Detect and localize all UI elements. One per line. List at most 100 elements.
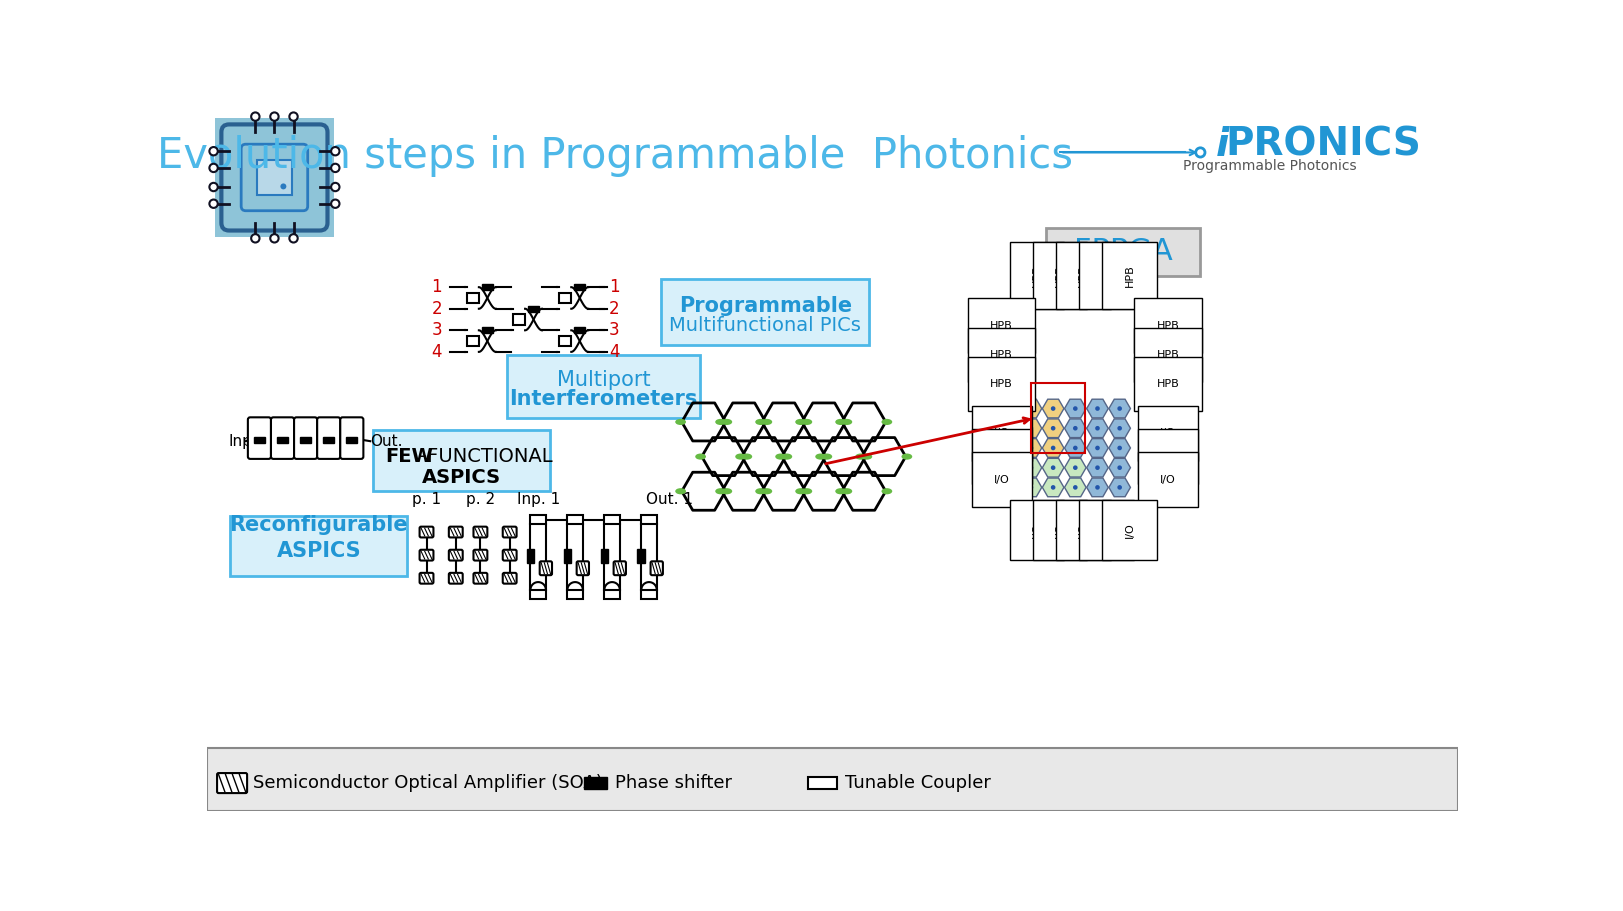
Bar [482, 284, 492, 291]
Polygon shape [1042, 438, 1063, 457]
Polygon shape [1065, 458, 1086, 477]
Text: Tunable Coupler: Tunable Coupler [844, 774, 990, 792]
FancyBboxPatch shape [419, 573, 433, 584]
FancyBboxPatch shape [539, 561, 552, 575]
Bar [558, 292, 571, 303]
Text: HPB: HPB [1156, 321, 1178, 331]
Polygon shape [1109, 399, 1130, 418]
Polygon shape [1109, 458, 1130, 477]
Circle shape [1073, 485, 1078, 490]
Circle shape [1027, 426, 1032, 431]
Circle shape [1027, 485, 1032, 490]
Ellipse shape [721, 419, 732, 425]
Bar [346, 436, 357, 443]
Circle shape [209, 200, 217, 208]
FancyBboxPatch shape [503, 549, 516, 560]
FancyBboxPatch shape [419, 549, 433, 560]
Bar [527, 306, 539, 312]
Circle shape [289, 234, 297, 242]
FancyBboxPatch shape [474, 527, 487, 537]
Polygon shape [1086, 399, 1107, 418]
Ellipse shape [860, 454, 872, 460]
Polygon shape [1042, 399, 1063, 418]
Ellipse shape [841, 419, 852, 425]
Text: p. 2: p. 2 [466, 492, 495, 507]
Bar [661, 280, 868, 345]
Text: I/O: I/O [1159, 428, 1175, 438]
Text: 4: 4 [432, 343, 441, 361]
Ellipse shape [774, 454, 786, 460]
Bar [558, 335, 571, 346]
Polygon shape [1019, 419, 1040, 437]
Circle shape [1027, 445, 1032, 450]
Circle shape [1117, 485, 1121, 490]
FancyBboxPatch shape [448, 527, 463, 537]
Text: Out.: Out. [370, 434, 403, 449]
Bar [466, 335, 479, 346]
Ellipse shape [881, 419, 891, 425]
Text: Multifunctional PICs: Multifunctional PICs [669, 316, 860, 335]
FancyBboxPatch shape [419, 527, 433, 537]
Bar [256, 159, 292, 195]
Ellipse shape [675, 419, 685, 425]
Circle shape [1094, 426, 1099, 431]
Text: I/O: I/O [1159, 452, 1175, 462]
Bar [206, 748, 1457, 811]
Circle shape [1073, 406, 1078, 411]
Polygon shape [1065, 438, 1086, 457]
FancyBboxPatch shape [503, 573, 516, 584]
Text: Multiport: Multiport [557, 370, 651, 390]
Bar [531, 515, 545, 525]
Polygon shape [1065, 419, 1086, 437]
Bar [1022, 302, 1146, 503]
Text: I/O: I/O [1159, 475, 1175, 485]
Text: 4: 4 [609, 343, 618, 361]
Bar [513, 314, 524, 325]
Text: FPPGA: FPPGA [1073, 237, 1172, 266]
Circle shape [209, 164, 217, 172]
Ellipse shape [834, 419, 846, 425]
Ellipse shape [800, 488, 812, 495]
Text: I/O: I/O [993, 428, 1010, 438]
Bar [604, 515, 620, 525]
Polygon shape [1042, 478, 1063, 496]
Text: 2: 2 [609, 300, 620, 318]
Circle shape [1027, 466, 1032, 470]
Text: Inp.: Inp. [229, 434, 256, 449]
Text: I/O: I/O [1100, 522, 1110, 537]
Circle shape [1195, 148, 1204, 157]
Text: i: i [1216, 126, 1229, 164]
Ellipse shape [795, 419, 805, 425]
Circle shape [1117, 406, 1121, 411]
Bar [482, 327, 492, 333]
Bar [575, 284, 584, 291]
Ellipse shape [815, 454, 826, 460]
FancyBboxPatch shape [341, 417, 364, 459]
Circle shape [1073, 426, 1078, 431]
Text: HPB: HPB [1123, 264, 1134, 287]
Circle shape [1094, 445, 1099, 450]
Ellipse shape [735, 454, 745, 460]
Text: HPB: HPB [1100, 264, 1110, 287]
Circle shape [281, 183, 286, 189]
Polygon shape [1019, 399, 1040, 418]
Polygon shape [1019, 458, 1040, 477]
Ellipse shape [855, 454, 865, 460]
Bar [531, 589, 545, 599]
Text: I/O: I/O [993, 475, 1010, 485]
Text: Inp. 1: Inp. 1 [516, 492, 560, 507]
Text: Evolution steps in Programmable  Photonics: Evolution steps in Programmable Photonic… [157, 136, 1073, 178]
Circle shape [1050, 426, 1055, 431]
Ellipse shape [755, 488, 766, 495]
Bar [214, 118, 334, 237]
Polygon shape [1086, 478, 1107, 496]
Circle shape [331, 200, 339, 208]
Ellipse shape [881, 488, 891, 495]
Circle shape [1050, 466, 1055, 470]
Text: HPB: HPB [1055, 264, 1065, 287]
Polygon shape [1109, 478, 1130, 496]
Polygon shape [1019, 478, 1040, 496]
Text: HPB: HPB [990, 350, 1013, 360]
Text: I/O: I/O [1078, 522, 1087, 537]
Bar [372, 430, 549, 491]
